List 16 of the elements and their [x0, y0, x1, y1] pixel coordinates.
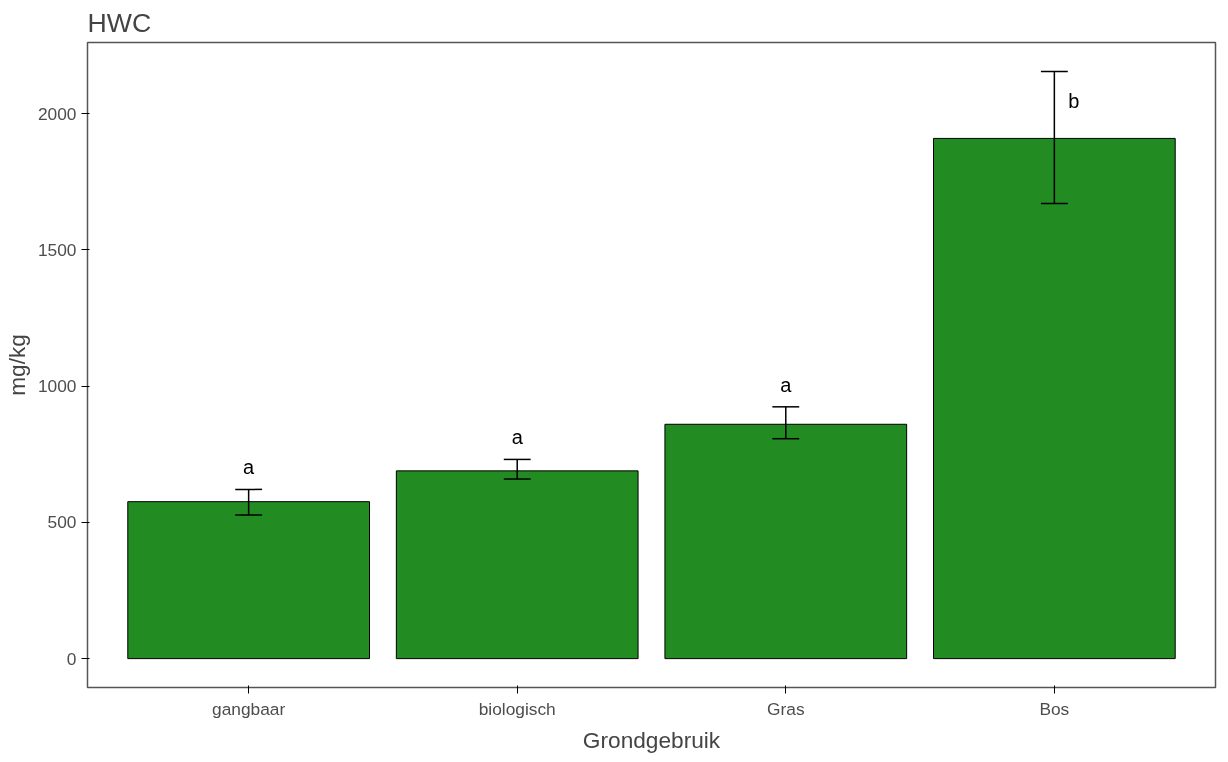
x-tick-label: Gras	[767, 698, 805, 719]
y-tick-label: 1500	[37, 239, 77, 260]
annotation: a	[780, 373, 793, 396]
y-tick-label: 0	[66, 648, 77, 669]
chart-title: HWC	[87, 7, 152, 38]
annotation: a	[511, 426, 524, 449]
annotation: b	[1068, 90, 1080, 113]
y-axis-title: mg/kg	[3, 334, 30, 396]
x-tick-label: gangbaar	[212, 698, 286, 719]
x-axis-title: Grondgebruik	[582, 726, 721, 753]
x-tick-label: Bos	[1039, 698, 1070, 719]
y-tick-label: 2000	[37, 103, 77, 124]
y-tick-label: 1000	[37, 376, 77, 397]
x-tick-label: biologisch	[478, 698, 556, 719]
annotation: a	[243, 456, 256, 479]
y-tick-label: 500	[47, 512, 77, 533]
